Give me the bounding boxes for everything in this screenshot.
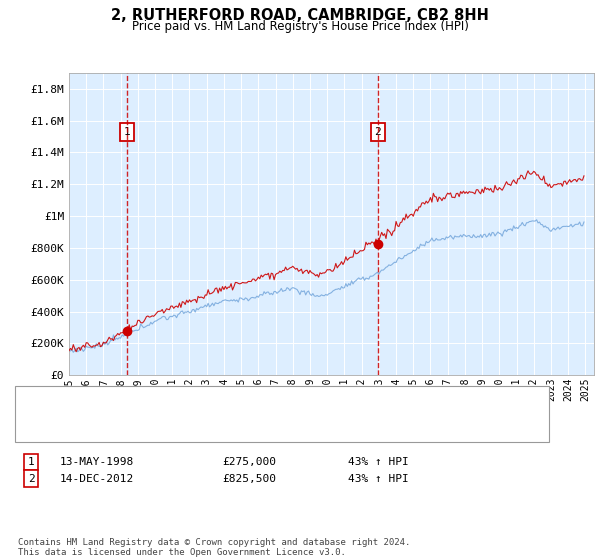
- Text: 43% ↑ HPI: 43% ↑ HPI: [348, 474, 409, 484]
- Text: 1: 1: [28, 457, 35, 467]
- Text: 1: 1: [124, 127, 130, 137]
- Text: Contains HM Land Registry data © Crown copyright and database right 2024.
This d: Contains HM Land Registry data © Crown c…: [18, 538, 410, 557]
- Text: 2: 2: [374, 127, 382, 137]
- Text: £275,000: £275,000: [222, 457, 276, 467]
- Text: 43% ↑ HPI: 43% ↑ HPI: [348, 457, 409, 467]
- Text: 13-MAY-1998: 13-MAY-1998: [60, 457, 134, 467]
- Text: £825,500: £825,500: [222, 474, 276, 484]
- Text: ———: ———: [27, 422, 49, 435]
- Text: 2, RUTHERFORD ROAD, CAMBRIDGE, CB2 8HH: 2, RUTHERFORD ROAD, CAMBRIDGE, CB2 8HH: [111, 8, 489, 24]
- Text: 2: 2: [28, 474, 35, 484]
- Text: 2, RUTHERFORD ROAD, CAMBRIDGE, CB2 8HH (detached house): 2, RUTHERFORD ROAD, CAMBRIDGE, CB2 8HH (…: [72, 396, 416, 407]
- Text: 14-DEC-2012: 14-DEC-2012: [60, 474, 134, 484]
- Text: HPI: Average price, detached house, Cambridge: HPI: Average price, detached house, Camb…: [72, 423, 353, 433]
- Text: ———: ———: [27, 395, 49, 408]
- Text: Price paid vs. HM Land Registry's House Price Index (HPI): Price paid vs. HM Land Registry's House …: [131, 20, 469, 32]
